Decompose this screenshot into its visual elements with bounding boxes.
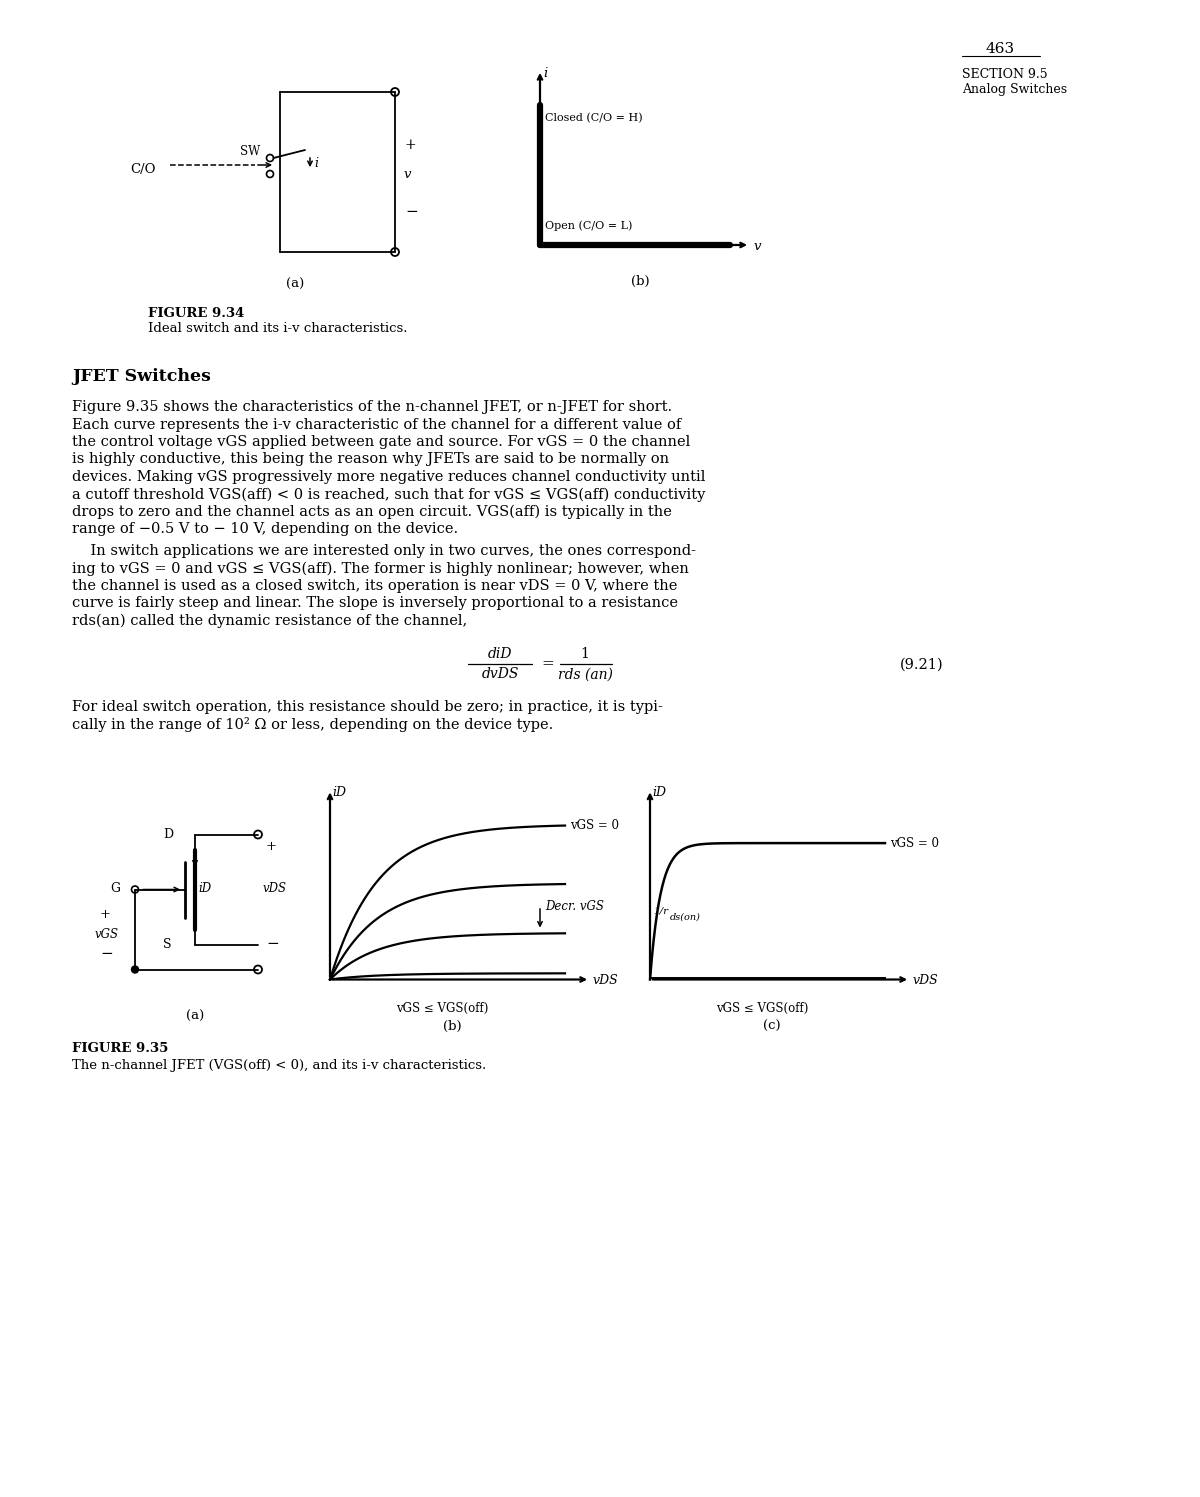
Text: Analog Switches: Analog Switches: [962, 82, 1067, 96]
Text: =: =: [541, 657, 554, 672]
Text: ing to vGS = 0 and vGS ≤ VGS(aff). The former is highly nonlinear; however, when: ing to vGS = 0 and vGS ≤ VGS(aff). The f…: [72, 561, 689, 576]
Text: rds (an): rds (an): [558, 668, 612, 681]
Text: Ideal switch and its i-v characteristics.: Ideal switch and its i-v characteristics…: [148, 322, 408, 335]
Text: 1: 1: [581, 648, 589, 662]
Text: cally in the range of 10² Ω or less, depending on the device type.: cally in the range of 10² Ω or less, dep…: [72, 717, 553, 732]
Text: iD: iD: [652, 786, 666, 799]
Text: is highly conductive, this being the reason why JFETs are said to be normally on: is highly conductive, this being the rea…: [72, 452, 670, 467]
Text: Decr. vGS: Decr. vGS: [545, 901, 604, 913]
Text: FIGURE 9.34: FIGURE 9.34: [148, 307, 245, 320]
Text: Open (C/O = L): Open (C/O = L): [545, 220, 632, 231]
Text: G: G: [110, 882, 120, 895]
Text: vDS: vDS: [593, 975, 619, 988]
Text: (a): (a): [186, 1009, 204, 1022]
Text: a cutoff threshold VGS(aff) < 0 is reached, such that for vGS ≤ VGS(aff) conduct: a cutoff threshold VGS(aff) < 0 is reach…: [72, 488, 706, 501]
Text: vDS: vDS: [913, 975, 938, 988]
Text: drops to zero and the channel acts as an open circuit. VGS(aff) is typically in : drops to zero and the channel acts as an…: [72, 504, 672, 519]
Circle shape: [132, 966, 138, 973]
Text: S: S: [163, 937, 172, 951]
Text: −: −: [406, 205, 418, 219]
Text: the control voltage vGS applied between gate and source. For vGS = 0 the channel: the control voltage vGS applied between …: [72, 436, 690, 449]
Text: Figure 9.35 shows the characteristics of the n-channel JFET, or n-JFET for short: Figure 9.35 shows the characteristics of…: [72, 400, 672, 415]
Text: vGS ≤ VGS(off): vGS ≤ VGS(off): [396, 1001, 488, 1015]
Text: iD: iD: [198, 882, 211, 895]
Text: vGS = 0: vGS = 0: [890, 837, 940, 850]
Text: (a): (a): [286, 278, 304, 290]
Text: dvDS: dvDS: [481, 668, 518, 681]
Text: In switch applications we are interested only in two curves, the ones correspond: In switch applications we are interested…: [72, 543, 696, 558]
Text: 1/r: 1/r: [653, 906, 668, 915]
Text: +: +: [100, 907, 112, 921]
Text: −: −: [100, 948, 113, 961]
Text: For ideal switch operation, this resistance should be zero; in practice, it is t: For ideal switch operation, this resista…: [72, 699, 662, 714]
Text: (b): (b): [443, 1019, 461, 1033]
Text: the channel is used as a closed switch, its operation is near vDS = 0 V, where t: the channel is used as a closed switch, …: [72, 579, 677, 593]
Text: The n-channel JFET (VGS(off) < 0), and its i-v characteristics.: The n-channel JFET (VGS(off) < 0), and i…: [72, 1058, 486, 1072]
Text: (b): (b): [631, 275, 649, 287]
Text: +: +: [406, 138, 416, 153]
Text: Each curve represents the i-v characteristic of the channel for a different valu: Each curve represents the i-v characteri…: [72, 418, 682, 431]
Text: vDS: vDS: [263, 882, 287, 895]
Text: D: D: [163, 828, 173, 840]
Text: i: i: [542, 67, 547, 79]
Text: v: v: [403, 168, 410, 181]
Text: range of −0.5 V to − 10 V, depending on the device.: range of −0.5 V to − 10 V, depending on …: [72, 522, 458, 536]
Text: diD: diD: [487, 648, 512, 662]
Text: 463: 463: [985, 42, 1014, 55]
Text: iD: iD: [332, 786, 346, 799]
Text: v: v: [754, 240, 761, 253]
Text: devices. Making vGS progressively more negative reduces channel conductivity unt: devices. Making vGS progressively more n…: [72, 470, 706, 484]
Text: i: i: [314, 157, 318, 171]
Text: JFET Switches: JFET Switches: [72, 368, 211, 385]
Text: vGS ≤ VGS(off): vGS ≤ VGS(off): [716, 1001, 808, 1015]
Text: SW: SW: [240, 145, 260, 159]
Text: vGS: vGS: [95, 928, 119, 940]
Text: ds(on): ds(on): [670, 913, 701, 922]
Text: FIGURE 9.35: FIGURE 9.35: [72, 1042, 168, 1054]
Text: rds(an) called the dynamic resistance of the channel,: rds(an) called the dynamic resistance of…: [72, 614, 467, 629]
Text: Closed (C/O = H): Closed (C/O = H): [545, 112, 643, 123]
Text: vGS = 0: vGS = 0: [570, 819, 619, 832]
Text: SECTION 9.5: SECTION 9.5: [962, 67, 1048, 81]
Text: (9.21): (9.21): [900, 657, 943, 672]
Text: curve is fairly steep and linear. The slope is inversely proportional to a resis: curve is fairly steep and linear. The sl…: [72, 596, 678, 611]
Text: (c): (c): [763, 1019, 781, 1033]
Text: C/O: C/O: [130, 163, 156, 177]
Text: +: +: [266, 840, 277, 852]
Text: −: −: [266, 937, 278, 952]
